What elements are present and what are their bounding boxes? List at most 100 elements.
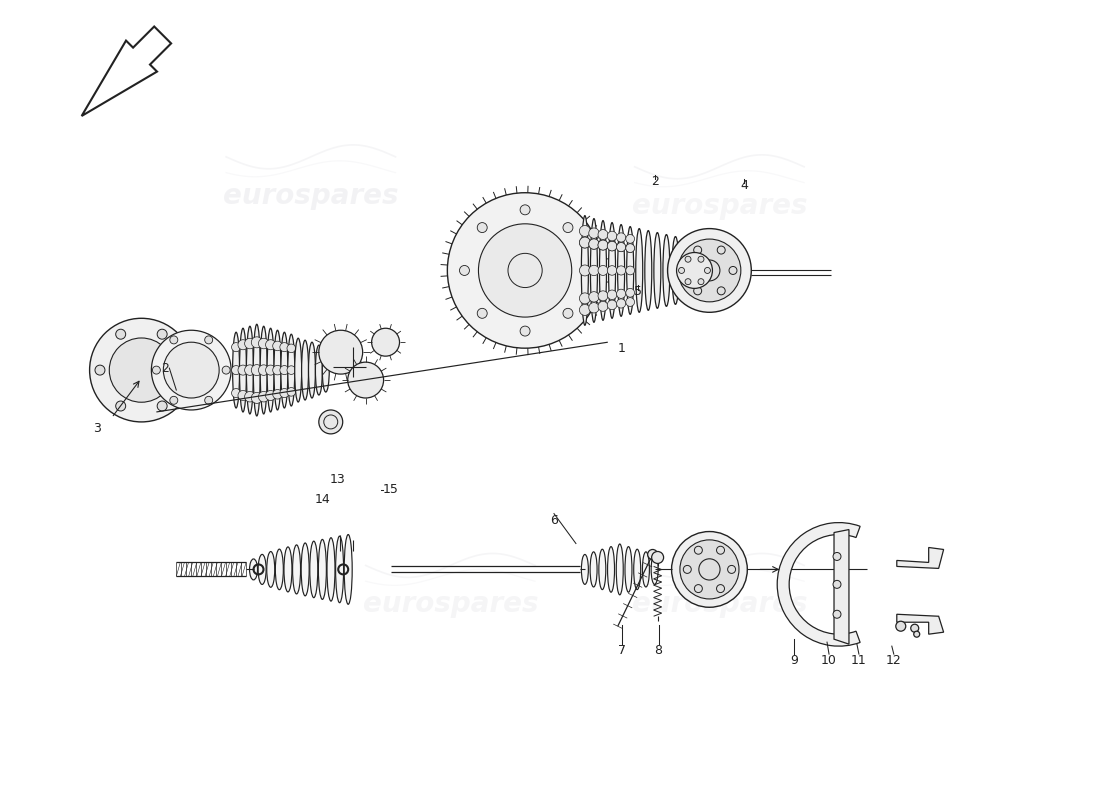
Circle shape [244, 365, 255, 375]
Ellipse shape [293, 545, 300, 594]
Ellipse shape [232, 332, 240, 408]
Circle shape [580, 237, 591, 248]
Ellipse shape [591, 218, 597, 322]
Text: 5: 5 [634, 286, 641, 298]
Polygon shape [896, 614, 944, 634]
Ellipse shape [344, 534, 352, 604]
Circle shape [626, 266, 635, 275]
Circle shape [729, 266, 737, 274]
Text: 8: 8 [654, 644, 662, 657]
Text: 3: 3 [92, 422, 100, 435]
Circle shape [616, 233, 626, 242]
Circle shape [244, 338, 255, 349]
Circle shape [704, 267, 711, 274]
Text: eurospares: eurospares [223, 182, 398, 210]
Text: 10: 10 [821, 654, 837, 667]
Ellipse shape [240, 328, 246, 412]
Circle shape [477, 222, 487, 233]
Circle shape [698, 278, 704, 285]
Text: 11: 11 [851, 654, 867, 667]
Circle shape [672, 531, 747, 607]
Circle shape [244, 391, 255, 402]
Circle shape [265, 390, 276, 401]
Ellipse shape [322, 348, 329, 392]
Circle shape [648, 550, 658, 559]
Ellipse shape [590, 552, 597, 587]
Text: 7: 7 [618, 644, 626, 657]
Circle shape [616, 242, 626, 252]
Circle shape [520, 326, 530, 336]
Ellipse shape [318, 539, 327, 599]
Text: 13: 13 [330, 474, 345, 486]
Ellipse shape [608, 222, 616, 318]
Ellipse shape [642, 552, 649, 587]
Text: 6: 6 [550, 514, 558, 526]
Circle shape [222, 366, 230, 374]
Circle shape [588, 266, 600, 276]
Circle shape [607, 242, 617, 251]
Circle shape [152, 330, 231, 410]
Ellipse shape [295, 338, 301, 402]
Ellipse shape [616, 544, 624, 595]
Circle shape [626, 244, 635, 253]
Text: 2: 2 [162, 362, 169, 374]
Circle shape [607, 231, 617, 241]
Ellipse shape [598, 550, 606, 590]
Circle shape [607, 242, 617, 251]
Circle shape [109, 338, 174, 402]
Circle shape [616, 290, 626, 298]
Circle shape [273, 366, 283, 375]
Circle shape [251, 337, 262, 348]
Ellipse shape [267, 328, 274, 412]
Circle shape [598, 240, 608, 250]
Circle shape [153, 366, 161, 374]
Text: 15: 15 [383, 483, 398, 496]
Ellipse shape [681, 238, 688, 302]
Text: 4: 4 [740, 178, 748, 192]
Circle shape [616, 266, 626, 275]
Ellipse shape [280, 332, 288, 408]
Circle shape [169, 336, 178, 344]
Ellipse shape [308, 342, 316, 398]
Text: 14: 14 [315, 493, 331, 506]
Circle shape [157, 401, 167, 411]
Circle shape [580, 293, 591, 304]
Circle shape [478, 224, 572, 317]
Circle shape [258, 338, 270, 349]
Circle shape [238, 365, 248, 375]
Circle shape [205, 396, 212, 404]
Ellipse shape [636, 229, 642, 312]
Circle shape [580, 237, 591, 248]
Circle shape [279, 366, 289, 374]
Circle shape [89, 318, 194, 422]
Circle shape [116, 330, 125, 339]
Circle shape [580, 305, 591, 315]
Ellipse shape [275, 549, 284, 590]
Circle shape [598, 266, 608, 275]
Ellipse shape [253, 324, 261, 416]
Circle shape [95, 365, 104, 375]
Circle shape [607, 290, 617, 299]
Ellipse shape [267, 551, 275, 587]
Text: 2: 2 [651, 174, 659, 188]
Circle shape [287, 387, 296, 396]
Circle shape [694, 246, 702, 254]
Ellipse shape [663, 234, 670, 306]
Circle shape [460, 266, 470, 275]
Circle shape [231, 389, 241, 398]
Circle shape [911, 624, 918, 632]
Circle shape [698, 256, 704, 262]
Ellipse shape [327, 538, 336, 601]
Circle shape [588, 292, 600, 302]
Ellipse shape [246, 326, 253, 414]
Circle shape [678, 239, 740, 302]
Circle shape [914, 631, 920, 637]
Circle shape [727, 566, 736, 574]
Ellipse shape [582, 216, 588, 326]
Circle shape [581, 266, 591, 275]
Ellipse shape [288, 334, 295, 406]
Circle shape [685, 278, 691, 285]
Circle shape [273, 390, 283, 399]
Ellipse shape [274, 330, 280, 410]
Circle shape [717, 287, 725, 295]
